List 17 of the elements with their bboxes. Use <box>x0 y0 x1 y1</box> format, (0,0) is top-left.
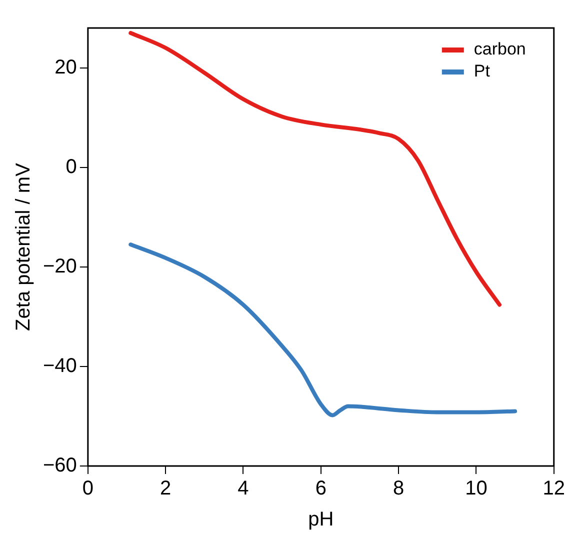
x-tick-label: 0 <box>82 478 94 500</box>
y-tick-label: −40 <box>42 354 77 377</box>
y-axis-title: Zeta potential / mV <box>12 162 35 331</box>
x-axis-title: pH <box>308 508 334 531</box>
legend-label: Pt <box>474 62 490 81</box>
x-tick-label: 6 <box>315 478 326 500</box>
legend-label: carbon <box>474 40 526 59</box>
y-tick-label: 0 <box>66 156 77 178</box>
y-tick-label: −60 <box>42 454 77 477</box>
x-tick-label: 10 <box>465 478 488 500</box>
x-tick-label: 4 <box>238 478 249 500</box>
x-tick-label: 12 <box>542 478 565 500</box>
y-tick-label: −20 <box>42 255 77 278</box>
x-tick-label: 2 <box>160 478 172 500</box>
y-tick-label: 20 <box>54 56 77 78</box>
line-series <box>128 242 518 418</box>
x-tick-label: 8 <box>392 478 404 500</box>
